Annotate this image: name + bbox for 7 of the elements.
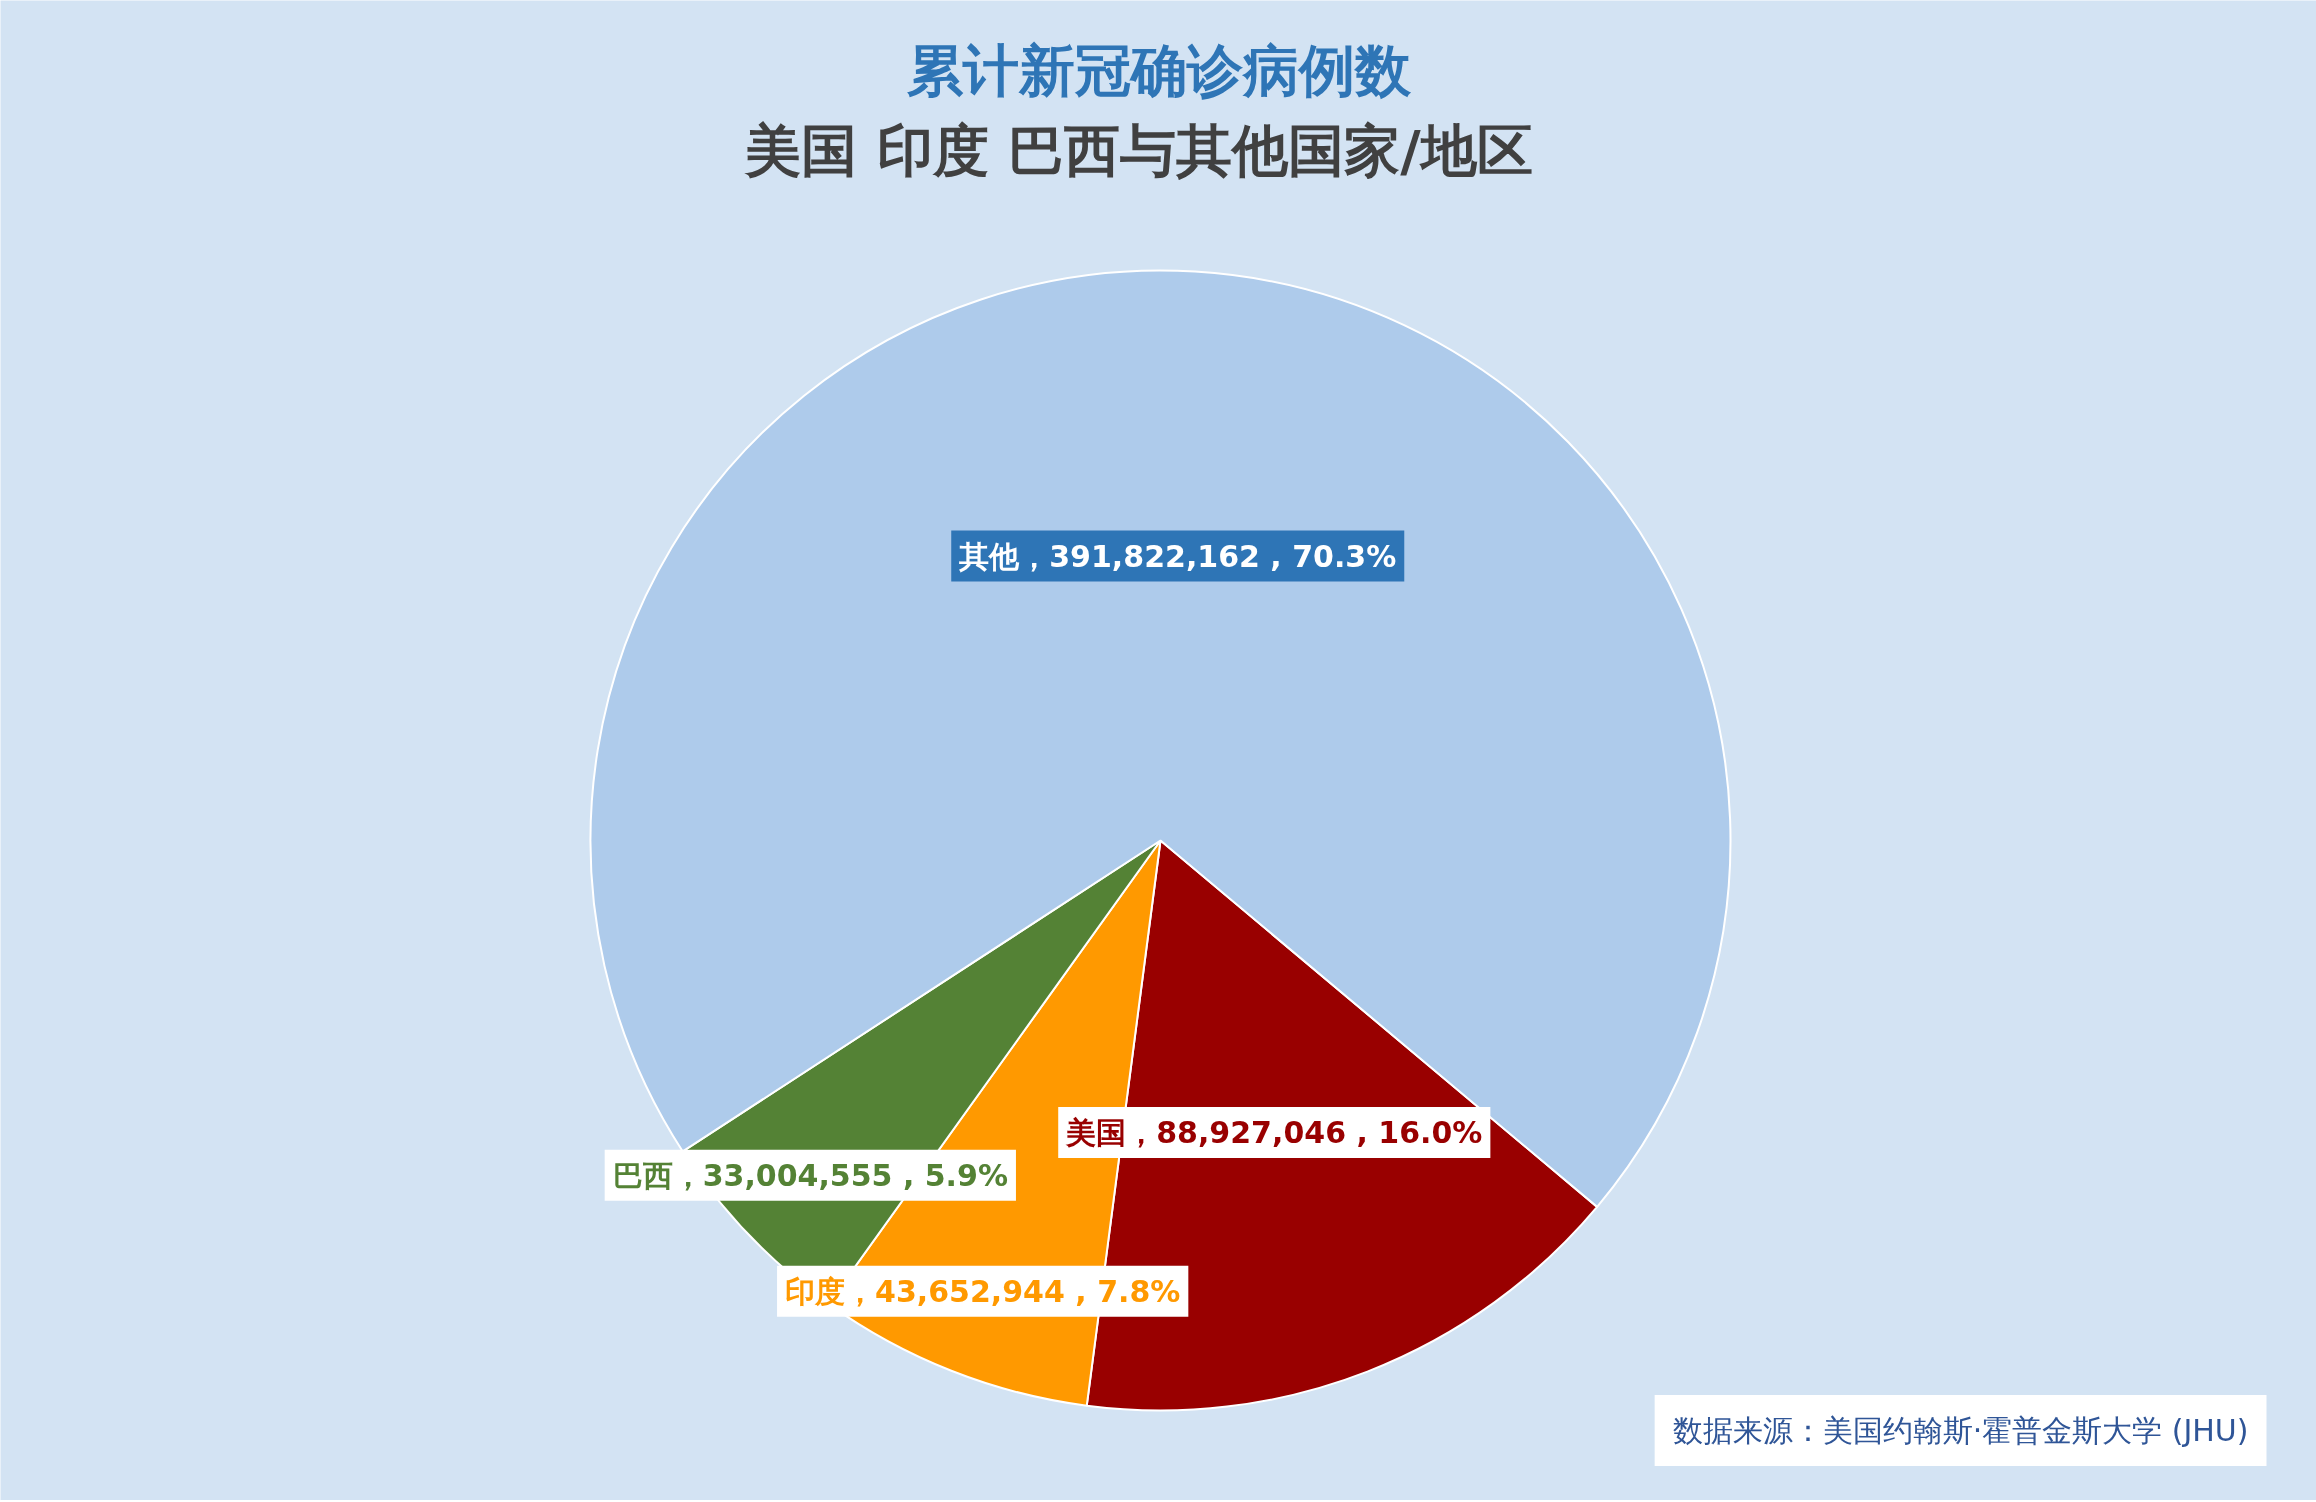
slice-label: 美国，88,927,046 , 16.0% — [1065, 1115, 1483, 1151]
chart-subtitle: 美国 印度 巴西与其他国家/地区 — [744, 118, 1533, 183]
source-note: 数据来源：美国约翰斯·霍普金斯大学 (JHU) — [1672, 1413, 2249, 1448]
slice-label: 其他，391,822,162 , 70.3% — [958, 538, 1397, 574]
slice-label: 印度，43,652,944 , 7.8% — [785, 1273, 1181, 1309]
chart-title: 累计新冠确诊病例数 — [906, 38, 1412, 103]
slice-label: 巴西，33,004,555 , 5.9% — [612, 1157, 1008, 1193]
